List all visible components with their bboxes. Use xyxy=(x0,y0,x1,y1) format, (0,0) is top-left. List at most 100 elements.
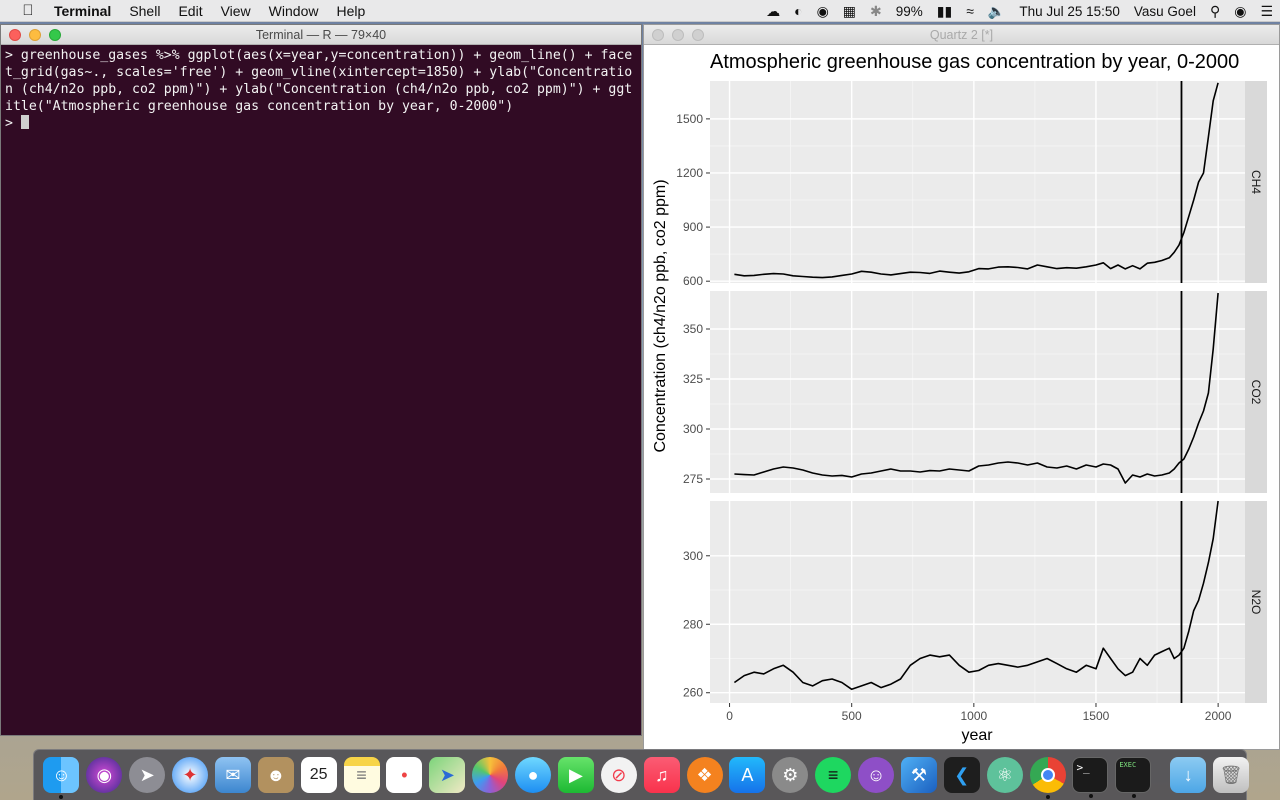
close-button[interactable] xyxy=(652,29,664,41)
dock: ☺ ◉ ➤ ✦ ✉ ☻ 25 ≡ • ➤ ● ▶ ⊘ ♫ ❖ A ⚙ ≡ ☺ ⚒… xyxy=(33,749,1250,800)
grid-icon[interactable]: ▦ xyxy=(842,2,857,19)
menu-view[interactable]: View xyxy=(220,2,251,19)
panel-background xyxy=(710,81,1245,283)
apple-menu-icon[interactable]:  xyxy=(18,2,38,19)
mail-icon[interactable]: ✉ xyxy=(214,757,251,793)
x-tick-label: 1000 xyxy=(960,709,987,723)
music-icon[interactable]: ♫ xyxy=(643,757,680,793)
quartz-window[interactable]: Quartz 2 [*] Atmospheric greenhouse gas … xyxy=(643,24,1280,750)
facetime-icon[interactable]: ▶ xyxy=(557,757,594,793)
status-area: ☁ ◐ ◉ ▦ ✱ 99% ▮▮ ≈ 🔈 Thu Jul 25 15:50 Va… xyxy=(759,0,1280,22)
clock[interactable]: Thu Jul 25 15:50 xyxy=(1019,3,1120,19)
safari-icon[interactable]: ✦ xyxy=(172,757,209,793)
menu-help[interactable]: Help xyxy=(336,2,366,19)
notes-icon[interactable]: ≡ xyxy=(343,757,380,793)
series-line-ch4 xyxy=(734,82,1219,279)
siri-icon[interactable]: ◉ xyxy=(86,757,123,793)
menu-edit[interactable]: Edit xyxy=(178,2,203,19)
y-tick-label: 900 xyxy=(683,220,703,234)
siri-icon[interactable]: ◉ xyxy=(1234,2,1247,19)
y-tick-label: 300 xyxy=(683,422,703,436)
system-preferences-icon[interactable]: ⚙ xyxy=(772,757,809,793)
launchpad-icon[interactable]: ➤ xyxy=(129,757,166,793)
zoom-button[interactable] xyxy=(49,29,61,41)
y-tick-label: 350 xyxy=(683,322,703,336)
script-runner-icon[interactable]: EXEC xyxy=(1115,757,1152,798)
books-icon[interactable]: ❖ xyxy=(686,757,723,793)
globe-icon[interactable]: ◉ xyxy=(816,2,829,19)
battery-icon[interactable]: ▮▮ xyxy=(936,2,953,19)
facet-strip xyxy=(1245,501,1267,703)
y-tick-label: 600 xyxy=(683,274,703,288)
terminal-icon[interactable]: >_ xyxy=(1072,757,1109,798)
minimize-button[interactable] xyxy=(29,29,41,41)
maps-icon[interactable]: ➤ xyxy=(429,757,466,793)
notification-center-icon[interactable]: ☰ xyxy=(1260,2,1273,19)
xcode-icon[interactable]: ⚒ xyxy=(900,757,937,793)
terminal-titlebar[interactable]: Terminal — R — 79×40 xyxy=(1,25,641,45)
app-store-icon[interactable]: A xyxy=(729,757,766,793)
text-cursor xyxy=(20,115,29,129)
photos-icon[interactable] xyxy=(472,757,509,793)
messages-icon[interactable]: ● xyxy=(515,757,552,793)
series-line-co2 xyxy=(734,292,1219,484)
x-tick-label: 1500 xyxy=(1083,709,1110,723)
quartz-title: Quartz 2 [*] xyxy=(929,27,994,42)
bluetooth-icon[interactable]: ✱ xyxy=(870,2,882,19)
atom-icon[interactable]: ⚛ xyxy=(986,757,1023,793)
terminal-window[interactable]: Terminal — R — 79×40 > greenhouse_gases … xyxy=(0,24,642,736)
chrome-icon[interactable] xyxy=(1029,757,1066,799)
menu-shell[interactable]: Shell xyxy=(129,2,161,19)
panel-background xyxy=(710,501,1245,703)
terminal-line: t_grid(gas~., scales='free') + geom_vlin… xyxy=(5,65,633,80)
y-tick-label: 1500 xyxy=(676,112,703,126)
cloud-icon[interactable]: ☁ xyxy=(766,2,781,19)
vscode-icon[interactable]: ❮ xyxy=(943,757,980,793)
reminders-icon[interactable]: • xyxy=(386,757,423,793)
calendar-icon[interactable]: 25 xyxy=(300,757,337,793)
menu-bar:  Terminal Shell Edit View Window Help ☁… xyxy=(0,0,1280,22)
battery-percent[interactable]: 99% xyxy=(895,3,923,19)
spotify-icon[interactable]: ≡ xyxy=(815,757,852,793)
y-tick-label: 300 xyxy=(683,549,703,563)
y-tick-label: 325 xyxy=(683,372,703,386)
y-tick-label: 280 xyxy=(683,617,703,631)
terminal-content[interactable]: > greenhouse_gases %>% ggplot(aes(x=year… xyxy=(1,45,641,134)
close-button[interactable] xyxy=(9,29,21,41)
series-line-n2o xyxy=(733,500,1219,691)
facet-strip xyxy=(1245,291,1267,493)
terminal-title: Terminal — R — 79×40 xyxy=(255,27,387,42)
zoom-button[interactable] xyxy=(692,29,704,41)
facet-strip-label: N2O xyxy=(1249,590,1263,615)
wifi-icon[interactable]: ≈ xyxy=(966,3,974,19)
downloads-folder-icon[interactable]: ↓ xyxy=(1170,757,1207,793)
finder-icon[interactable]: ☺ xyxy=(43,757,80,799)
terminal-prompt-line[interactable]: > xyxy=(5,115,637,132)
facet-strip-label: CH4 xyxy=(1249,170,1263,194)
github-desktop-icon[interactable]: ☺ xyxy=(858,757,895,793)
contacts-icon[interactable]: ☻ xyxy=(257,757,294,793)
window-controls xyxy=(652,29,712,41)
terminal-line: itle("Atmospheric greenhouse gas concent… xyxy=(5,99,514,114)
y-tick-label: 260 xyxy=(683,686,703,700)
x-tick-label: 500 xyxy=(842,709,862,723)
quartz-titlebar[interactable]: Quartz 2 [*] xyxy=(644,25,1279,45)
y-tick-label: 275 xyxy=(683,472,703,486)
trash-icon[interactable]: 🗑 xyxy=(1213,757,1250,793)
menu-window[interactable]: Window xyxy=(268,2,319,19)
news-icon[interactable]: ⊘ xyxy=(600,757,637,793)
x-tick-label: 2000 xyxy=(1205,709,1232,723)
x-tick-label: 0 xyxy=(726,709,733,723)
y-axis-label: Concentration (ch4/n2o ppb, co2 ppm) xyxy=(652,179,669,452)
half-circle-icon[interactable]: ◐ xyxy=(794,3,803,19)
user-name[interactable]: Vasu Goel xyxy=(1133,3,1196,19)
volume-icon[interactable]: 🔈 xyxy=(987,2,1006,19)
prompt: > xyxy=(5,116,21,131)
x-axis-label: year xyxy=(961,727,993,744)
facet-strip-label: CO2 xyxy=(1249,380,1263,405)
greenhouse-gas-chart: Atmospheric greenhouse gas concentration… xyxy=(652,51,1267,744)
terminal-line: n (ch4/n2o ppb, co2 ppm)") + ylab("Conce… xyxy=(5,82,633,97)
menu-app-name[interactable]: Terminal xyxy=(54,2,112,19)
search-icon[interactable]: ⚲ xyxy=(1209,2,1221,19)
minimize-button[interactable] xyxy=(672,29,684,41)
